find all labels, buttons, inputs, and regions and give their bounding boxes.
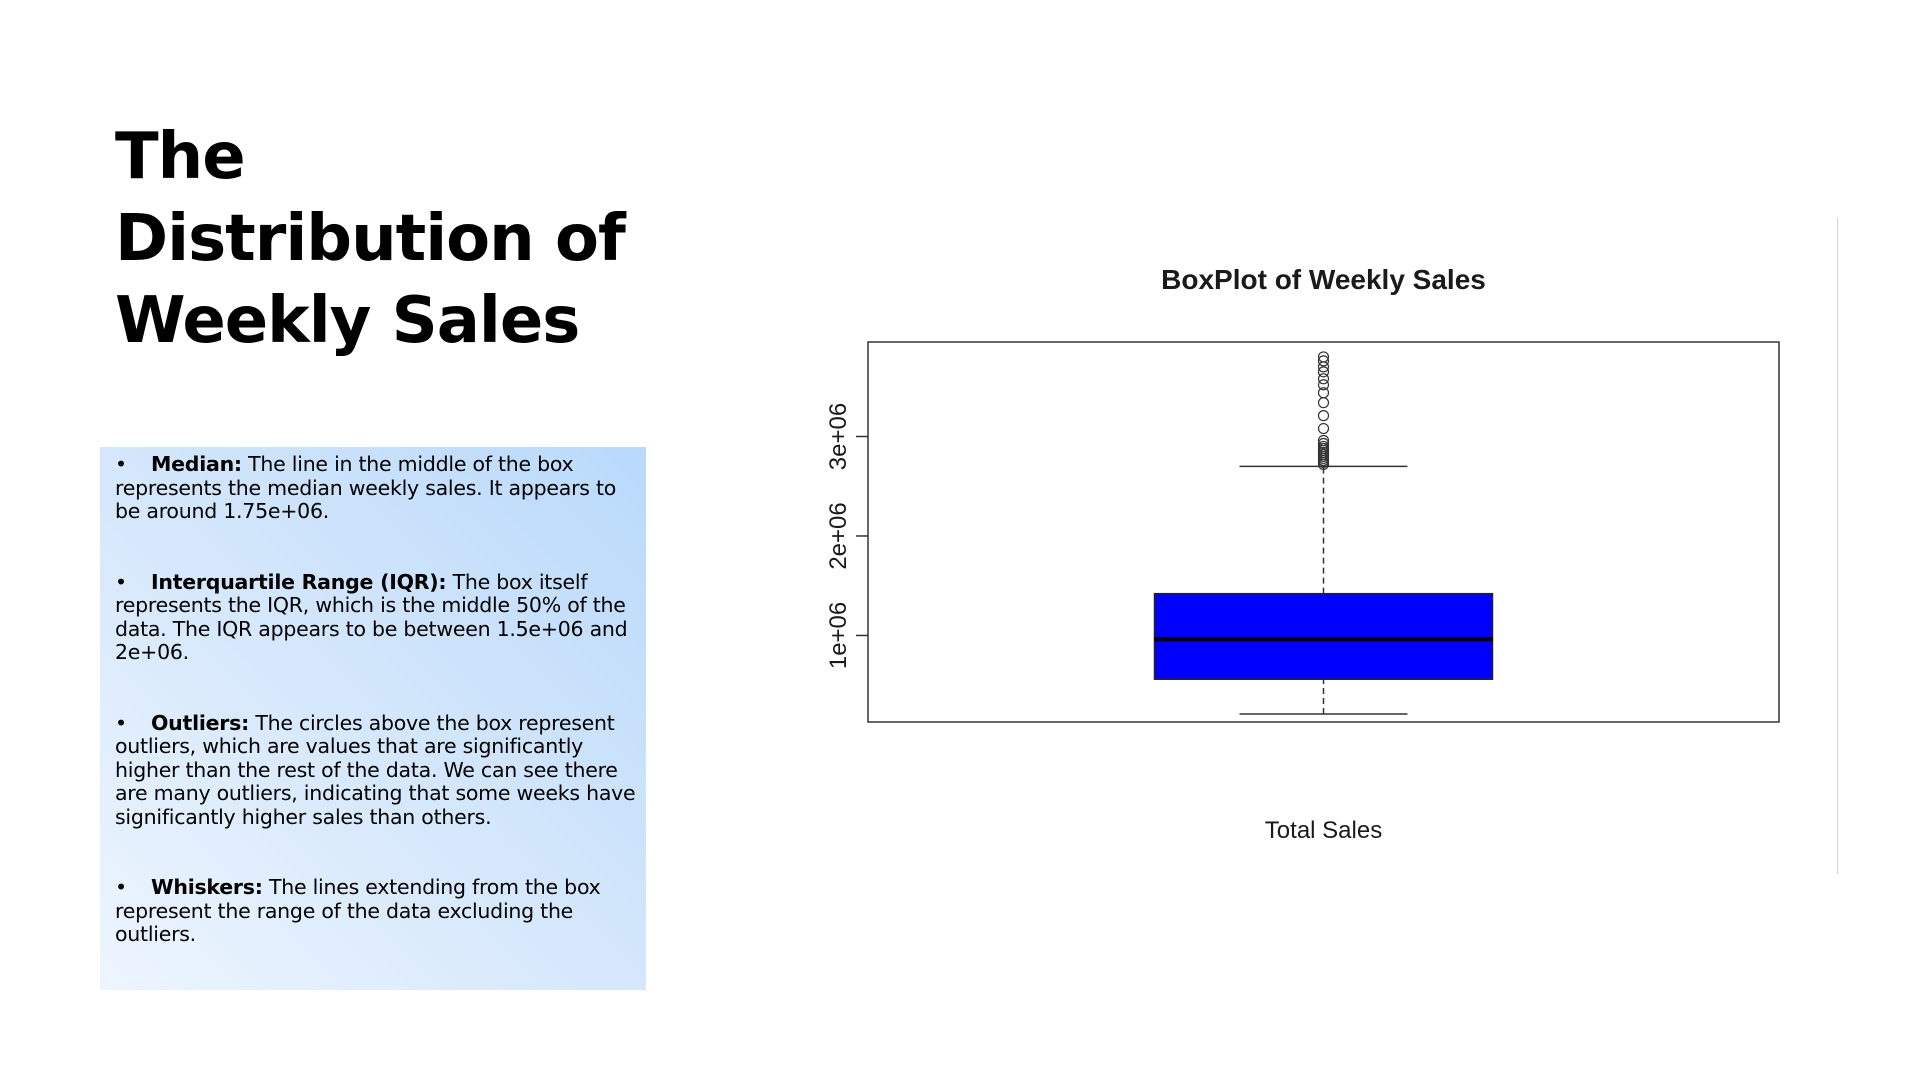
outlier-point: [1317, 366, 1330, 378]
chart-title: BoxPlot of Weekly Sales: [1161, 264, 1486, 295]
bullet: •: [115, 875, 127, 899]
y-tick-label: 3e+06: [825, 403, 852, 470]
note-outliers: • Outliers: The circles above the box rep…: [115, 710, 636, 830]
iqr-box: [1153, 592, 1494, 680]
bullet: •: [115, 569, 127, 594]
note-term: Interquartile Range (IQR):: [151, 569, 447, 594]
note-text: The line in the middle of the box repres…: [115, 452, 617, 523]
plot-frame: [867, 341, 1780, 723]
note-text: The box itself represents the IQR, which…: [115, 569, 628, 664]
outlier-point: [1317, 351, 1330, 363]
outlier-point: [1317, 434, 1330, 447]
bullet: •: [115, 710, 127, 735]
outlier-point: [1317, 410, 1330, 422]
outlier-point: [1317, 373, 1330, 385]
title-line: The: [115, 120, 246, 194]
notes-panel: • Median: The line in the middle of the b…: [100, 447, 646, 990]
divider-line: [1837, 218, 1838, 874]
note-text: The circles above the box represent outl…: [115, 710, 636, 829]
outlier-point: [1317, 355, 1330, 367]
note-median: • Median: The line in the middle of the b…: [115, 452, 636, 524]
bullet: •: [115, 452, 127, 476]
boxplot-chart: BoxPlot of Weekly Sales 1e+06 2e+06 3e+06 To…: [780, 250, 1820, 850]
note-term: Median:: [151, 452, 242, 476]
outlier-point: [1317, 440, 1330, 453]
note-text: The lines extending from the box represe…: [115, 875, 601, 946]
note-term: Whiskers:: [151, 875, 263, 899]
chart-svg: BoxPlot of Weekly Sales 1e+06 2e+06 3e+06 To…: [825, 264, 1780, 844]
y-tick-label: 2e+06: [825, 502, 852, 569]
outlier-point: [1317, 387, 1330, 399]
outlier-point: [1317, 422, 1330, 435]
slide-title: The Distribution of Weekly Sales: [115, 116, 675, 362]
outlier-point: [1317, 379, 1330, 391]
x-axis-label: Total Sales: [1265, 817, 1382, 844]
note-term: Outliers:: [151, 710, 250, 735]
outlier-point: [1317, 397, 1330, 409]
outlier-point: [1317, 437, 1330, 450]
title-line: Distribution of: [115, 202, 626, 276]
note-whiskers: • Whiskers: The lines extending from the …: [115, 875, 636, 947]
note-iqr: • Interquartile Range (IQR): The box itse…: [115, 569, 636, 665]
title-line: Weekly Sales: [115, 284, 580, 358]
y-tick-label: 1e+06: [825, 602, 852, 669]
